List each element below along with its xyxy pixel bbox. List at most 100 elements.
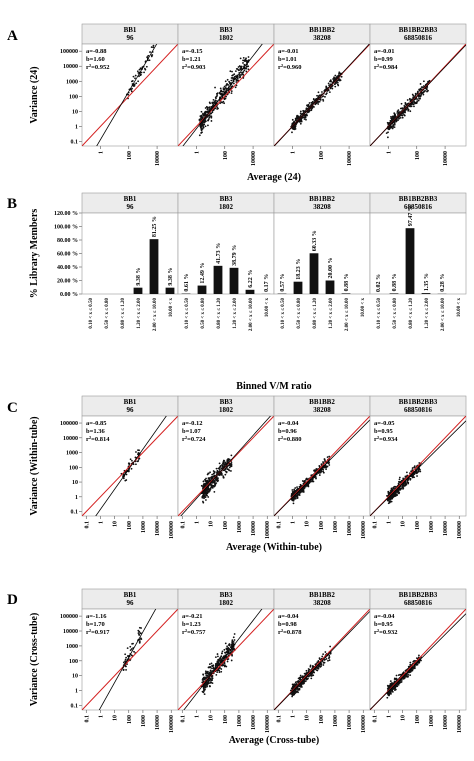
data-point — [241, 71, 244, 74]
data-point — [402, 485, 404, 488]
y-tick-label: 100 — [69, 465, 78, 471]
data-point — [397, 119, 399, 122]
stat-a: a=-0.04 — [374, 613, 395, 620]
bin-label: 2.00 < x ≤ 10.00 — [344, 298, 350, 332]
data-point — [125, 473, 128, 476]
data-point — [391, 116, 394, 119]
x-tick-label: 1 — [98, 151, 104, 154]
data-point — [230, 461, 233, 464]
data-point — [213, 471, 216, 473]
data-point — [293, 126, 295, 129]
data-point — [124, 665, 127, 668]
data-point — [396, 112, 399, 114]
data-point — [220, 670, 223, 673]
data-point — [310, 101, 313, 104]
data-point — [303, 116, 306, 119]
bar-value-label: 9.38 % — [168, 268, 174, 286]
data-point — [122, 661, 125, 664]
data-point — [318, 657, 321, 660]
data-point — [386, 494, 388, 497]
data-point — [404, 103, 407, 106]
data-point — [395, 684, 398, 687]
data-point — [394, 485, 397, 488]
data-point — [226, 465, 229, 468]
bin-label: 0.10 < x ≤ 0.50 — [376, 298, 382, 329]
data-point — [322, 664, 325, 666]
data-point — [204, 672, 207, 675]
stat-r2-value: 0.960 — [287, 64, 302, 71]
x-tick-label: 0.1 — [84, 715, 90, 723]
fit-line — [370, 613, 466, 710]
bin-label: 0.50 < x ≤ 0.80 — [104, 298, 110, 329]
data-point — [325, 465, 328, 468]
data-point — [398, 682, 401, 684]
data-point — [235, 79, 238, 82]
data-point — [201, 122, 204, 125]
data-point — [385, 132, 388, 135]
data-point — [223, 469, 226, 471]
data-point — [235, 81, 238, 83]
data-point — [217, 661, 220, 663]
data-point — [413, 105, 415, 108]
x-axis-title: Average (Cross-tube) — [229, 735, 319, 746]
data-point — [127, 93, 130, 96]
bar-value-label: 0.02 % — [376, 274, 382, 292]
x-tick-label: 1000 — [237, 521, 243, 533]
data-point — [216, 480, 219, 483]
data-point — [389, 680, 392, 683]
facet-title: BB1 — [124, 591, 137, 599]
y-tick-label: 80.00 % — [57, 238, 78, 244]
data-point — [230, 470, 232, 472]
data-point — [216, 106, 219, 109]
data-point — [232, 636, 235, 639]
bar-value-label: 18.23 % — [296, 259, 302, 280]
data-point — [206, 106, 209, 109]
data-point — [316, 666, 319, 669]
data-point — [243, 64, 246, 67]
y-tick-label: 100000 — [60, 49, 78, 55]
stat-r2-sup: 2 — [89, 63, 92, 68]
data-point — [292, 694, 295, 696]
data-point — [311, 479, 314, 482]
data-point — [321, 95, 324, 98]
data-point — [316, 669, 319, 672]
data-point — [296, 115, 298, 118]
data-point — [216, 479, 219, 481]
data-point — [394, 688, 397, 691]
data-point — [235, 67, 238, 70]
data-point — [138, 640, 141, 643]
stat-r2-value: 0.903 — [191, 64, 206, 71]
fit-line — [274, 610, 370, 710]
y-axis-title: Variance (Within-tube) — [29, 416, 40, 515]
stat-r2-eq: = — [187, 436, 191, 443]
data-point — [303, 479, 306, 482]
data-point — [127, 462, 130, 465]
x-tick-label: 100000 — [265, 715, 271, 733]
bar-value-label: 0.57 % — [280, 274, 286, 292]
data-point — [211, 664, 214, 667]
data-point — [294, 119, 297, 122]
data-point — [308, 674, 311, 677]
data-point — [395, 677, 398, 680]
data-point — [207, 488, 210, 491]
facet-title: BB3 — [220, 195, 233, 203]
data-point — [204, 107, 207, 109]
data-point — [393, 123, 396, 126]
stat-r2: r2=0.880 — [278, 435, 301, 443]
bar-value-label: 9.38 % — [136, 268, 142, 286]
data-point — [130, 648, 133, 650]
data-point — [324, 651, 327, 653]
data-point — [211, 675, 214, 677]
data-point — [324, 658, 326, 661]
stat-b: b=1.21 — [182, 56, 201, 63]
facet-count: 68850816 — [404, 599, 433, 607]
data-point — [389, 498, 392, 501]
bar-value-label: 0.28 % — [440, 274, 446, 292]
data-point — [295, 496, 298, 498]
data-point — [334, 85, 337, 88]
stat-r2-eq: = — [283, 64, 287, 71]
data-point — [124, 660, 127, 663]
data-point — [409, 663, 412, 666]
x-tick-label: 1 — [386, 521, 392, 524]
data-point — [297, 689, 300, 691]
